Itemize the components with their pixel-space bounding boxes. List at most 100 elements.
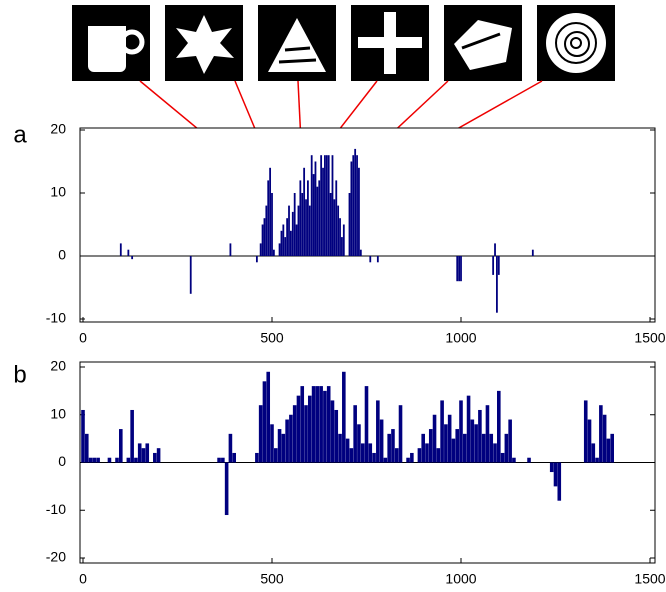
bar (466, 395, 471, 463)
bar (217, 457, 221, 463)
bar (259, 243, 262, 256)
bar (137, 443, 142, 463)
bar (141, 448, 146, 463)
bar (320, 155, 323, 256)
bar (356, 155, 358, 256)
bar (504, 433, 509, 463)
x-tick-label: 1000 (445, 330, 476, 346)
bar (255, 256, 258, 263)
bar (316, 186, 319, 256)
bar (459, 400, 463, 463)
bar (481, 433, 486, 463)
bar (474, 424, 478, 463)
bar (354, 148, 357, 256)
bar (229, 243, 232, 256)
bar (299, 180, 302, 256)
bar (391, 429, 395, 463)
bar (314, 161, 317, 256)
bar (372, 452, 376, 463)
bar (432, 414, 437, 463)
bar (610, 433, 614, 463)
bar (312, 174, 315, 256)
bar (376, 400, 380, 463)
y-tick-label: -10 (46, 310, 66, 326)
bar (278, 243, 281, 256)
bar (293, 193, 296, 256)
bar (310, 155, 313, 256)
bar (549, 462, 554, 473)
bar (291, 211, 294, 256)
bar (527, 457, 531, 463)
y-tick-label: 0 (58, 247, 66, 263)
bar (311, 386, 316, 463)
bar (339, 218, 341, 256)
bar (333, 199, 336, 256)
bar (224, 462, 229, 516)
bar (324, 155, 326, 256)
bar (271, 193, 273, 256)
bar (261, 224, 264, 256)
bar (353, 405, 357, 463)
bar (360, 443, 365, 463)
bar (338, 433, 342, 463)
bar (292, 405, 297, 463)
bar (364, 386, 369, 463)
bar (228, 433, 233, 463)
bar (342, 224, 345, 256)
bar (357, 424, 361, 463)
bar (153, 452, 157, 463)
bar (263, 218, 266, 256)
bar (88, 457, 93, 463)
bar (369, 256, 372, 263)
bar (96, 457, 100, 463)
bar (326, 386, 331, 463)
bar (303, 167, 306, 256)
bar (379, 419, 384, 463)
bar (304, 405, 308, 463)
bar (436, 448, 441, 463)
bar (493, 443, 497, 463)
bar (485, 405, 490, 463)
bar (387, 433, 391, 463)
bar (318, 180, 321, 256)
bar (334, 409, 339, 463)
bar (221, 457, 225, 463)
bar (145, 443, 150, 463)
bar (599, 405, 603, 463)
bar (232, 452, 236, 463)
bar (410, 452, 414, 463)
bar (134, 457, 138, 463)
bar (512, 457, 516, 463)
bar (349, 448, 354, 463)
bar (376, 256, 379, 263)
bar (421, 433, 425, 463)
bar (489, 433, 494, 463)
bar (286, 218, 289, 256)
bar (583, 400, 588, 463)
y-tick-label: -20 (46, 549, 66, 565)
bar (337, 205, 340, 256)
bar (281, 433, 286, 463)
bar (296, 395, 301, 463)
bar (290, 230, 292, 256)
bar (273, 448, 278, 463)
bar (282, 224, 285, 256)
x-tick-label: 0 (79, 571, 87, 587)
bar (115, 457, 119, 463)
bar (270, 424, 274, 463)
bar (331, 155, 334, 256)
x-tick-label: 1500 (634, 571, 665, 587)
y-tick-label: -10 (46, 501, 66, 517)
y-tick-label: 10 (50, 405, 66, 421)
bar (342, 371, 346, 463)
bar (84, 433, 89, 463)
bar (350, 161, 353, 256)
bar (478, 409, 482, 463)
bar (329, 193, 332, 256)
bar (272, 249, 275, 256)
panel-label: a (13, 121, 27, 148)
y-tick-label: 20 (50, 121, 66, 137)
bar (327, 155, 330, 256)
bar (587, 419, 592, 463)
